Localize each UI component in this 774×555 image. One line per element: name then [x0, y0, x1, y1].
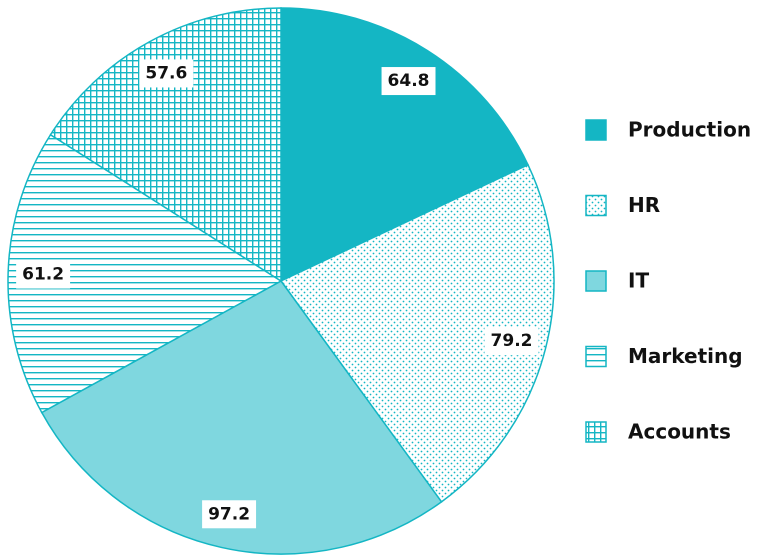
data-label: 97.2: [208, 504, 250, 524]
pie-slice: [279, 163, 555, 503]
legend-swatch: [585, 119, 607, 141]
legend-swatch: [585, 270, 607, 292]
pie-slice: [49, 7, 282, 283]
legend-label: Marketing: [628, 344, 743, 368]
legend-swatch: [585, 345, 607, 368]
pie-slice: [7, 133, 283, 414]
data-label-box: [381, 67, 436, 96]
legend-label: Production: [628, 118, 751, 142]
pie-slice: [40, 280, 443, 555]
legend-label: Accounts: [628, 420, 731, 444]
pie-slice: [280, 7, 530, 283]
legend-label: HR: [628, 193, 660, 217]
data-label-box: [484, 327, 539, 356]
data-label-box: [202, 500, 257, 529]
legend-swatch: [585, 194, 607, 217]
data-label-box: [139, 59, 194, 88]
data-label: 79.2: [491, 331, 533, 351]
data-label: 61.2: [22, 265, 64, 285]
legend-label: IT: [628, 269, 649, 293]
data-label-box: [16, 260, 71, 289]
data-label: 64.8: [388, 71, 430, 91]
legend-swatch: [585, 421, 607, 443]
data-label: 57.6: [145, 63, 187, 83]
